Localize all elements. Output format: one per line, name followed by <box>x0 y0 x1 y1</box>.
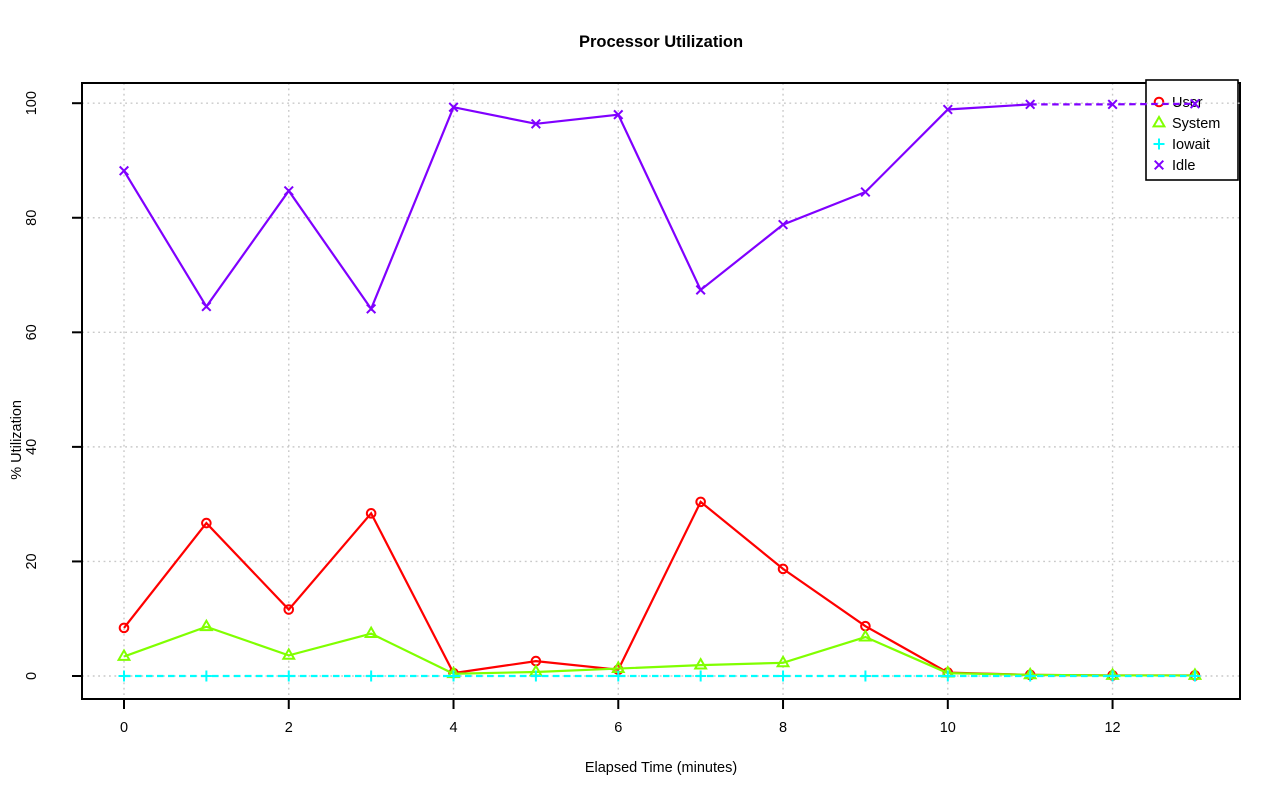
y-tick-label: 20 <box>24 553 40 569</box>
marker-x <box>860 186 871 197</box>
marker-circle <box>201 517 212 529</box>
marker-triangle <box>858 629 873 642</box>
marker-plus <box>448 670 460 682</box>
grid <box>82 83 1240 699</box>
marker-plus <box>695 670 707 682</box>
y-tick-label: 80 <box>24 210 40 226</box>
x-axis-title: Elapsed Time (minutes) <box>584 760 738 776</box>
marker-x <box>613 109 624 120</box>
marker-circle <box>777 563 789 575</box>
marker-circle <box>1153 96 1165 108</box>
marker-triangle <box>116 648 132 661</box>
marker-x <box>118 165 130 176</box>
series-idle <box>118 98 1200 314</box>
marker-plus <box>859 670 871 682</box>
series-iowait <box>118 670 1201 682</box>
marker-circle <box>283 604 295 615</box>
marker-x <box>1153 159 1165 171</box>
plot-box <box>81 82 1241 700</box>
marker-plus <box>283 670 295 682</box>
marker-circle <box>695 496 706 508</box>
legend-label-system: System <box>1172 116 1220 132</box>
marker-plus <box>612 670 624 682</box>
marker-x <box>1025 99 1036 110</box>
marker-triangle <box>775 654 791 668</box>
legend-label-idle: Idle <box>1172 158 1195 174</box>
axes: 0 2 4 6 8 10 12 0 20 40 60 80 100 <box>24 91 1121 736</box>
marker-triangle <box>693 657 708 670</box>
marker-circle <box>118 622 130 634</box>
y-tick-label: 40 <box>24 439 40 455</box>
y-tick-label: 100 <box>24 91 40 115</box>
legend-label-iowait: Iowait <box>1172 137 1210 153</box>
line-idle <box>123 103 1031 312</box>
marker-x <box>1107 99 1118 110</box>
marker-plus <box>530 670 542 682</box>
y-tick-label: 60 <box>24 324 40 340</box>
marker-x <box>942 104 953 115</box>
x-tick-label: 8 <box>779 720 787 736</box>
y-tick-label: 0 <box>24 672 40 680</box>
marker-plus <box>777 670 789 682</box>
line-system <box>123 625 1195 677</box>
marker-x <box>530 118 541 129</box>
marker-x <box>695 284 706 295</box>
marker-triangle <box>1151 114 1167 128</box>
marker-plus <box>1153 138 1165 150</box>
marker-plus <box>942 670 954 682</box>
marker-x <box>448 102 459 113</box>
marker-x <box>366 303 377 314</box>
x-tick-label: 6 <box>614 720 622 736</box>
line-user <box>123 500 1195 677</box>
marker-triangle <box>281 647 296 660</box>
x-tick-label: 0 <box>120 720 128 736</box>
x-tick-label: 4 <box>449 720 457 736</box>
marker-plus <box>200 670 212 682</box>
marker-plus <box>1189 670 1201 682</box>
marker-triangle <box>199 618 214 632</box>
marker-plus <box>1024 670 1036 682</box>
x-tick-label: 12 <box>1104 720 1120 736</box>
marker-x <box>201 301 212 312</box>
marker-x <box>778 219 789 230</box>
marker-triangle <box>364 625 379 639</box>
x-tick-label: 10 <box>940 720 956 736</box>
marker-plus <box>1107 670 1119 682</box>
marker-plus <box>365 670 377 682</box>
chart-title: Processor Utilization <box>578 33 744 51</box>
x-tick-label: 2 <box>285 720 293 736</box>
series-system <box>116 618 1203 680</box>
marker-x <box>1189 98 1200 109</box>
marker-plus <box>118 670 130 682</box>
marker-circle <box>365 508 377 519</box>
marker-x <box>283 185 294 196</box>
